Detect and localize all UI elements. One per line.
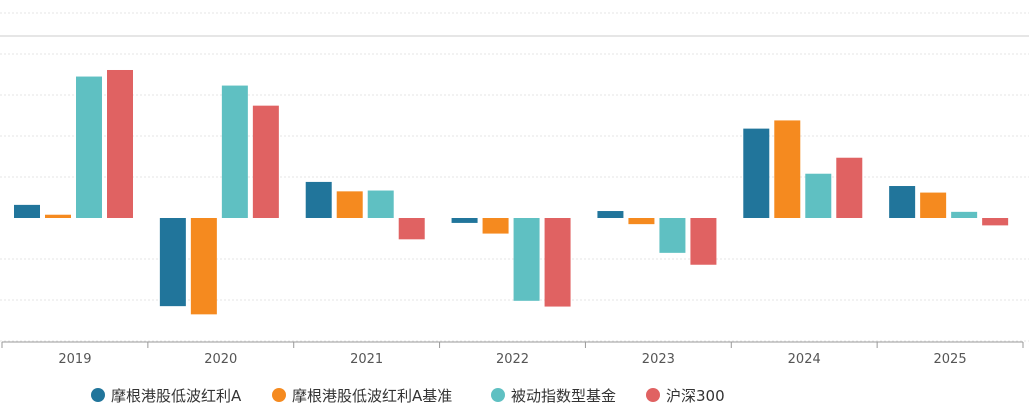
bar[interactable] — [836, 157, 863, 218]
bar[interactable] — [76, 76, 102, 218]
bar[interactable] — [398, 218, 425, 240]
bar[interactable] — [982, 218, 1009, 226]
bar[interactable] — [628, 218, 655, 225]
x-tick-label: 2022 — [496, 352, 529, 367]
bar[interactable] — [305, 181, 332, 218]
bar[interactable] — [190, 218, 217, 315]
x-axis: 2019 2020 2021 2022 2023 2024 2025 — [1, 341, 1024, 367]
bar[interactable] — [889, 186, 916, 218]
legend-label[interactable]: 摩根港股低波红利A — [111, 387, 242, 405]
legend-label[interactable]: 沪深300 — [666, 387, 725, 405]
bar[interactable] — [252, 105, 279, 218]
x-tick-label: 2020 — [204, 352, 237, 367]
bar[interactable] — [221, 85, 248, 218]
bar[interactable] — [951, 211, 978, 218]
bar[interactable] — [451, 218, 478, 223]
legend: 摩根港股低波红利A 摩根港股低波红利A基准 被动指数型基金 沪深300 — [91, 387, 725, 405]
bar[interactable] — [597, 211, 624, 218]
bar[interactable] — [45, 214, 71, 218]
legend-marker — [272, 388, 286, 402]
bar[interactable] — [774, 120, 801, 218]
x-tick-label: 2023 — [642, 352, 675, 367]
legend-marker — [91, 388, 105, 402]
bar[interactable] — [159, 218, 186, 307]
bar[interactable] — [14, 204, 40, 218]
bar[interactable] — [544, 218, 571, 307]
bar[interactable] — [367, 190, 394, 218]
bar[interactable] — [513, 218, 540, 301]
legend-marker — [491, 388, 505, 402]
bar[interactable] — [743, 128, 770, 218]
bar[interactable] — [805, 173, 832, 218]
x-tick-label: 2019 — [58, 352, 91, 367]
legend-label[interactable]: 摩根港股低波红利A基准 — [292, 387, 452, 405]
bar[interactable] — [482, 218, 509, 234]
x-tick-label: 2024 — [788, 352, 821, 367]
x-tick-label: 2025 — [934, 352, 967, 367]
bar[interactable] — [659, 218, 686, 253]
bar[interactable] — [107, 69, 133, 219]
bar[interactable] — [920, 192, 947, 218]
bars-layer — [14, 69, 1009, 315]
legend-marker — [646, 388, 660, 402]
bar[interactable] — [690, 218, 717, 265]
x-tick-label: 2021 — [350, 352, 383, 367]
bar[interactable] — [336, 191, 363, 218]
legend-label[interactable]: 被动指数型基金 — [511, 387, 616, 405]
